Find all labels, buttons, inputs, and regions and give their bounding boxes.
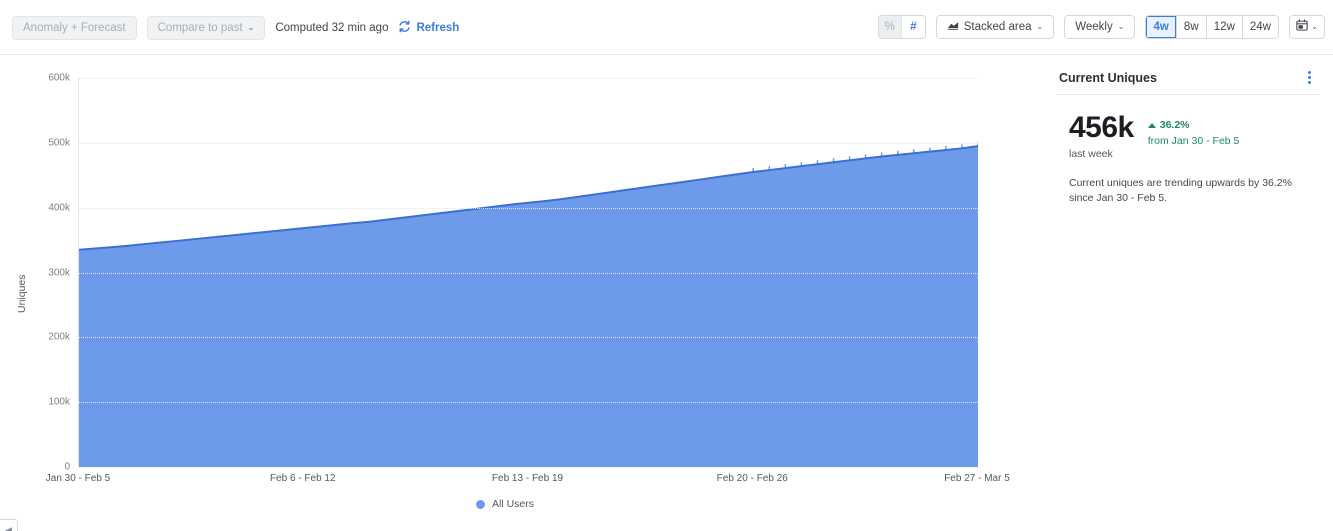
insight-delta: 36.2% — [1147, 119, 1240, 131]
x-axis-tick: Feb 6 - Feb 12 — [269, 473, 336, 484]
y-axis-tick: 200k — [48, 331, 70, 343]
y-axis-tick: 300k — [48, 267, 70, 278]
daily-marker — [848, 156, 851, 161]
chevron-down-icon: ⌄ — [247, 23, 255, 32]
collapse-panel-button[interactable]: ◀ — [0, 519, 18, 531]
insight-delta-period: from Jan 30 - Feb 5 — [1147, 135, 1240, 147]
range-option-8w[interactable]: 8w — [1176, 16, 1207, 38]
gridline — [79, 207, 978, 209]
x-axis-tick: Feb 27 - Mar 5 — [944, 473, 1010, 484]
plot-region[interactable] — [78, 78, 979, 468]
insight-value: 456k — [1069, 111, 1134, 144]
compare-to-past-dropdown[interactable]: Compare to past ⌄ — [146, 16, 266, 40]
legend-color-swatch — [475, 499, 485, 509]
insight-card-title: Current Uniques — [1059, 70, 1157, 85]
insight-note: Current uniques are trending upwards by … — [1069, 177, 1292, 205]
x-axis-ticks: Jan 30 - Feb 5 Feb 6 - Feb 12 Feb 13 - Feb… — [0, 473, 1010, 493]
granularity-label: Weekly — [1075, 21, 1113, 33]
area-series-all-users[interactable] — [78, 78, 979, 467]
range-option-12w[interactable]: 12w — [1206, 16, 1243, 38]
daily-marker — [864, 154, 867, 159]
chart-legend: All Users — [0, 498, 1010, 510]
insight-delta-value: 36.2% — [1159, 119, 1190, 131]
toolbar-right-group: % # Stacked area ⌄ Weekly ⌄ 4w 8w — [877, 15, 1325, 39]
chevron-left-icon: ◀ — [5, 524, 12, 531]
anomaly-forecast-button[interactable]: Anomaly + Forecast — [12, 16, 137, 40]
range-option-4w[interactable]: 4w — [1146, 16, 1177, 38]
gridline — [79, 142, 978, 144]
chart-type-dropdown[interactable]: Stacked area ⌄ — [935, 15, 1055, 39]
time-range-selector[interactable]: 4w 8w 12w 24w — [1145, 15, 1279, 39]
area-outline — [78, 145, 979, 251]
calendar-icon — [1296, 18, 1308, 36]
granularity-dropdown[interactable]: Weekly ⌄ — [1064, 15, 1136, 39]
x-axis-tick: Feb 13 - Feb 19 — [491, 473, 564, 484]
y-axis-tick: 400k — [48, 202, 70, 214]
daily-marker — [961, 144, 963, 149]
daily-marker — [816, 160, 819, 165]
chart-area: Uniques 0 100k 200k 300k 400k 500k 600k Jan 30… — [0, 55, 1010, 531]
chevron-down-icon: ⌄ — [1311, 22, 1318, 31]
y-axis-ticks: 0 100k 200k 300k 400k 500k 600k — [8, 55, 70, 531]
kebab-menu-icon[interactable] — [1302, 67, 1317, 88]
insight-card-current-uniques: Current Uniques 456k last week 36.2% fro… — [1057, 61, 1319, 204]
x-axis-tick: Jan 30 - Feb 5 — [45, 473, 111, 484]
y-axis-tick: 600k — [48, 72, 70, 84]
range-option-24w[interactable]: 24w — [1242, 16, 1278, 38]
x-axis-tick: Feb 20 - Feb 26 — [716, 473, 788, 484]
daily-marker — [880, 152, 883, 157]
date-picker-button[interactable]: ⌄ — [1289, 15, 1325, 39]
gridline — [79, 467, 978, 468]
daily-marker — [897, 150, 899, 156]
stacked-area-icon — [947, 20, 959, 34]
chevron-down-icon: ⌄ — [1117, 22, 1125, 31]
daily-marker — [832, 158, 835, 163]
legend-label-all-users: All Users — [491, 498, 534, 510]
toolbar-left-group: Anomaly + Forecast Compare to past ⌄ Com… — [12, 16, 459, 40]
insight-value-caption: last week — [1069, 148, 1113, 160]
unit-count-option[interactable]: # — [901, 16, 925, 38]
compare-to-past-label: Compare to past — [157, 22, 243, 34]
chart-toolbar: Anomaly + Forecast Compare to past ⌄ Com… — [0, 0, 1333, 55]
y-axis-tick: 0 — [64, 461, 70, 473]
gridline — [79, 402, 978, 404]
unit-toggle[interactable]: % # — [877, 15, 926, 39]
anomaly-forecast-label: Anomaly + Forecast — [23, 22, 126, 34]
daily-marker — [913, 149, 915, 154]
insight-card-header: Current Uniques — [1057, 61, 1319, 95]
daily-marker — [929, 147, 931, 153]
daily-marker — [800, 162, 803, 167]
daily-marker — [768, 166, 770, 171]
computed-timestamp: Computed 32 min ago — [275, 22, 389, 34]
insight-value-group: 456k last week — [1069, 111, 1134, 161]
refresh-icon — [398, 20, 411, 36]
refresh-label: Refresh — [416, 22, 460, 34]
triangle-up-icon — [1147, 122, 1156, 128]
area-fill — [79, 146, 978, 467]
gridline — [79, 272, 978, 274]
insight-delta-group: 36.2% from Jan 30 - Feb 5 — [1147, 113, 1240, 147]
insight-metric-row: 456k last week 36.2% from Jan 30 - Feb 5 — [1057, 111, 1319, 161]
daily-marker — [752, 168, 754, 173]
gridline — [79, 78, 978, 79]
daily-marker — [945, 145, 947, 151]
gridline — [79, 337, 978, 339]
unit-percent-option[interactable]: % — [878, 16, 902, 38]
daily-marker — [784, 164, 787, 169]
chart-type-label: Stacked area — [963, 21, 1032, 33]
chevron-down-icon: ⌄ — [1036, 22, 1044, 31]
refresh-button[interactable]: Refresh — [398, 20, 459, 36]
y-axis-tick: 100k — [48, 396, 70, 408]
y-axis-tick: 500k — [48, 137, 70, 149]
